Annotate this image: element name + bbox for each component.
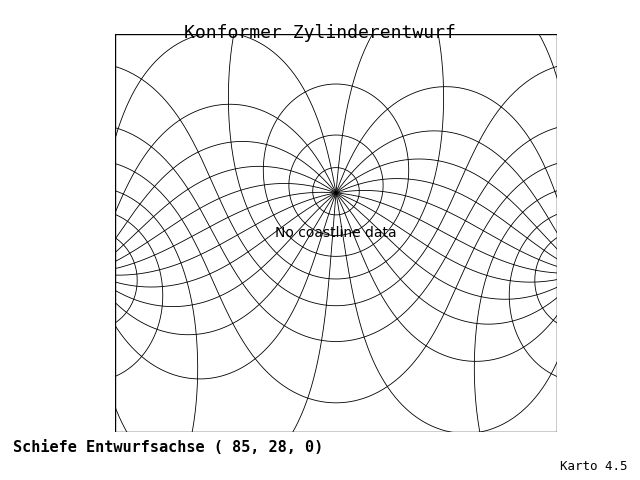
Text: Konformer Zylinderentwurf: Konformer Zylinderentwurf xyxy=(184,24,456,42)
Text: Karto 4.5: Karto 4.5 xyxy=(560,460,627,473)
Text: No coastline data: No coastline data xyxy=(275,226,397,240)
Text: Schiefe Entwurfsachse ( 85, 28, 0): Schiefe Entwurfsachse ( 85, 28, 0) xyxy=(13,440,323,455)
